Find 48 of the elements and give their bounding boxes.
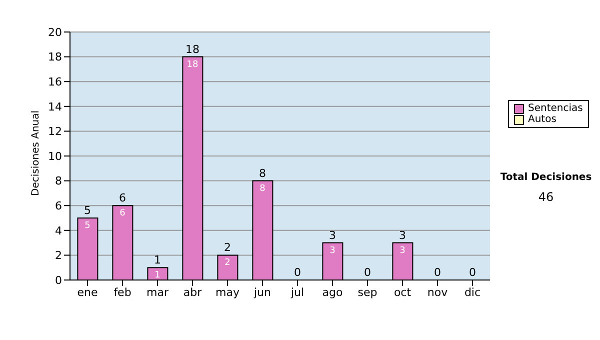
y-tick-label: 20	[48, 26, 62, 39]
data-label: 6	[120, 208, 126, 219]
data-label: 1	[154, 270, 160, 281]
total-label: 0	[434, 266, 441, 279]
data-label: 8	[260, 184, 266, 194]
data-label: 5	[84, 221, 90, 231]
legend-label: Sentencias	[528, 103, 583, 114]
total-label: 0	[469, 266, 476, 279]
x-tick-label: oct	[394, 286, 412, 299]
legend-label: Autos	[528, 114, 556, 125]
x-tick-label: feb	[114, 286, 132, 299]
total-label: 8	[259, 166, 266, 180]
y-tick-label: 12	[48, 125, 62, 138]
y-axis-title: Decisiones Anual	[30, 110, 42, 196]
total-label: 6	[119, 192, 126, 205]
y-tick-label: 0	[55, 274, 62, 287]
x-tick-label: abr	[183, 286, 202, 299]
data-label: 18	[186, 60, 198, 70]
x-tick-label: jul	[290, 286, 304, 299]
x-tick-label: jun	[253, 286, 272, 299]
total-label: 0	[294, 266, 301, 279]
total-label: 3	[399, 228, 406, 242]
y-tick-label: 18	[48, 50, 62, 64]
data-label: 3	[400, 246, 406, 256]
total-label: 0	[364, 266, 371, 279]
text: Total Decisiones	[499, 172, 593, 183]
total-label: 5	[84, 204, 91, 217]
y-tick-label: 8	[55, 174, 62, 188]
x-tick-label: sep	[358, 286, 378, 299]
data-label: 2	[224, 258, 230, 268]
total-label: 3	[329, 228, 336, 242]
y-tick-label: 2	[55, 249, 62, 262]
x-tick-label: ene	[77, 286, 98, 299]
x-tick-label: mar	[146, 286, 169, 299]
y-tick-label: 14	[48, 100, 62, 114]
x-tick-label: nov	[427, 286, 448, 299]
x-tick-label: may	[216, 286, 240, 299]
total-label: 18	[186, 42, 200, 56]
y-tick-label: 10	[48, 150, 62, 163]
data-label: 3	[330, 246, 336, 256]
x-tick-label: ago	[322, 286, 343, 299]
text: 46	[537, 190, 555, 204]
total-label: 1	[154, 254, 161, 267]
total-label: 2	[224, 241, 231, 254]
y-tick-label: 6	[55, 200, 62, 213]
y-tick-label: 4	[55, 224, 62, 238]
x-tick-label: dic	[464, 286, 481, 299]
y-tick-label: 16	[48, 76, 62, 89]
